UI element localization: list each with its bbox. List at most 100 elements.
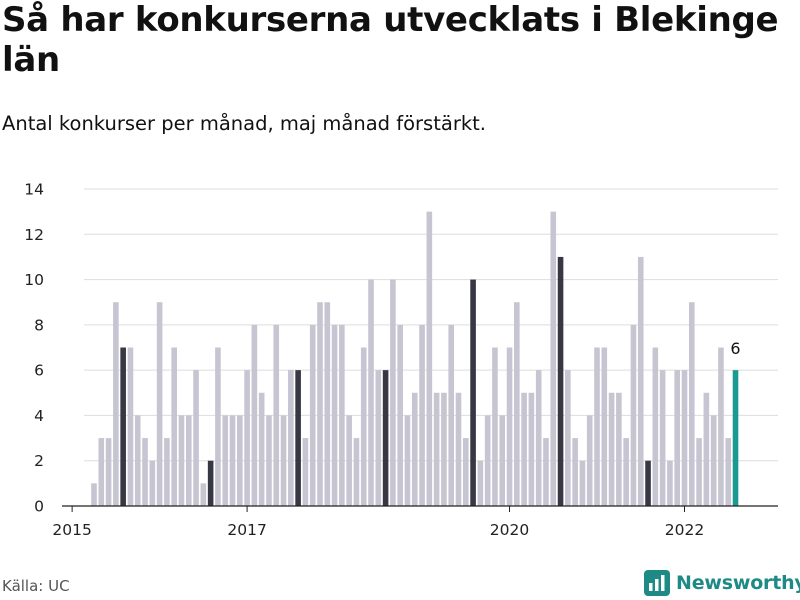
bar [484,415,491,506]
y-tick-label: 14 [24,181,44,199]
bar [667,460,673,506]
bar [244,370,250,506]
bar [375,370,382,506]
bar [594,347,600,506]
x-tick-label: 2022 [665,521,704,539]
bar-chart: 0 2 4 6 8 10 12 14 2015 2017 2020 2022 6 [24,181,778,539]
bar [178,415,185,506]
bar [499,415,506,506]
bar [91,483,97,506]
y-tick-label: 12 [24,226,44,244]
bar [448,324,455,506]
bar [623,438,629,506]
bar [710,415,717,506]
bar [565,370,571,506]
chart-subtitle: Antal konkurser per månad, maj månad för… [2,112,486,135]
bar [441,392,447,506]
bar [164,438,170,506]
bar [543,438,549,506]
bar [696,438,702,506]
bar [382,370,389,506]
bar [353,438,360,506]
y-tick-label: 0 [34,498,44,516]
bar [390,279,396,506]
bar [557,256,564,506]
bar [462,438,469,506]
bar [258,392,265,506]
bar [280,415,287,506]
bar [492,347,498,506]
y-tick-label: 2 [34,452,44,470]
bar [200,483,207,506]
bar [506,347,513,506]
bar [688,302,695,506]
bar [652,347,659,506]
newsworthy-logo-icon [644,570,670,596]
bar [237,415,243,506]
bar [659,370,666,506]
bar [149,460,156,506]
bar [681,370,688,506]
bar [171,347,177,506]
bar [535,370,542,506]
bar [521,392,527,506]
x-tick-label: 2015 [52,521,91,539]
y-tick-label: 8 [34,316,44,334]
bar [674,370,680,506]
bar [433,392,440,506]
bar [360,347,367,506]
bar [229,415,236,506]
data-label: 6 [730,339,740,358]
bar [630,324,637,506]
bar [142,438,148,506]
bar [273,324,280,506]
chart-title: Så har konkurserna utvecklats i Blekinge… [2,0,779,80]
bar [411,392,418,506]
bar [732,370,739,506]
bar [579,460,586,506]
bar [266,415,272,506]
bar [586,415,593,506]
y-tick-label: 4 [34,407,44,425]
bar [514,302,520,506]
brand-name: Newsworthy [676,572,800,594]
bar [426,211,433,506]
bar [185,415,192,506]
y-tick-label: 10 [24,271,44,289]
source-note: Källa: UC [2,577,70,595]
bar [222,415,229,506]
bar [419,324,425,506]
bar [455,392,462,506]
bar [397,324,403,506]
bar [193,370,199,506]
bar [725,438,732,506]
bar [528,392,535,506]
bar [215,347,221,506]
y-tick-label: 6 [34,362,44,380]
bar [98,438,105,506]
bar [608,392,615,506]
bar [156,302,163,506]
bar [105,438,112,506]
newsworthy-logo: Newsworthy [644,570,800,596]
bar [616,392,622,506]
bar [550,211,557,506]
bar [120,347,126,506]
bar [113,302,119,506]
bar [317,302,323,506]
bar [339,324,345,506]
x-tick-label: 2017 [227,521,266,539]
bar [404,415,411,506]
bar [477,460,484,506]
bar [637,256,644,506]
bar [601,347,608,506]
bar [645,460,651,506]
bar [470,279,476,506]
bar [251,324,258,506]
bar [127,347,134,506]
bar [718,347,724,506]
bar [288,370,294,506]
bar [346,415,352,506]
bar [302,438,309,506]
bar [324,302,331,506]
